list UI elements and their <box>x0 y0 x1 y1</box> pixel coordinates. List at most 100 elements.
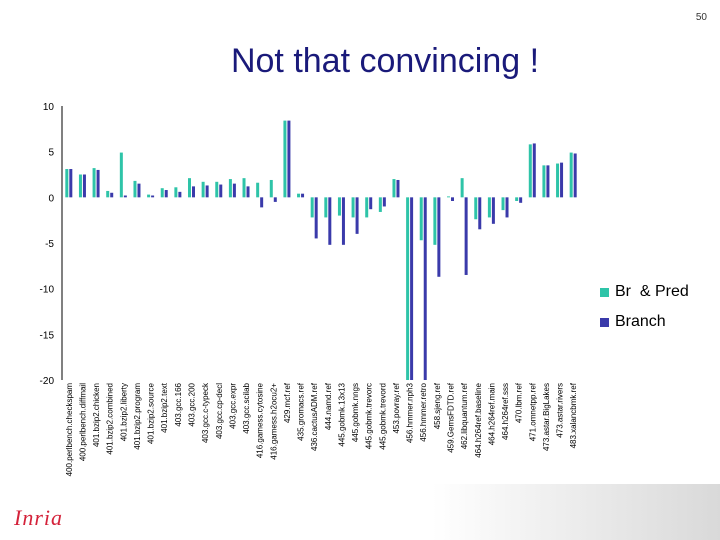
x-tick-label: 401.bzip2.liberty <box>119 383 128 441</box>
bar <box>82 174 86 198</box>
bar <box>528 144 532 198</box>
bar <box>406 197 410 380</box>
bar <box>219 184 223 198</box>
x-tick-label: 401.bzip2.program <box>133 383 142 450</box>
bar <box>569 152 573 198</box>
bar <box>382 197 386 207</box>
bar <box>110 192 114 198</box>
bar <box>133 180 137 198</box>
bar <box>433 197 437 245</box>
bar <box>273 197 277 202</box>
y-tick-label: 10 <box>43 102 55 113</box>
bar <box>556 163 560 198</box>
bar <box>328 197 332 245</box>
bar <box>137 183 141 198</box>
bar <box>215 181 219 198</box>
x-tick-label: 444.namd.ref <box>324 382 333 430</box>
bar <box>460 178 464 198</box>
bar <box>314 197 318 239</box>
x-tick-label: 403.gcc.cp-decl <box>215 383 224 439</box>
slide-title: Not that convincing ! <box>230 42 540 80</box>
bar <box>242 178 246 198</box>
x-tick-label: 400.perlbench.diffmail <box>78 383 87 461</box>
x-tick-label: 400.perlbench.checkspam <box>65 383 74 477</box>
x-tick-label: 436.cactusADM.ref <box>310 382 319 451</box>
bar <box>392 179 396 198</box>
x-tick-label: 456.hmmer.nph3 <box>406 382 415 443</box>
bar <box>78 174 82 198</box>
legend: Br & Pred Branch <box>600 277 689 337</box>
bar <box>160 188 164 198</box>
bar <box>324 197 328 218</box>
x-tick-label: 471.omnetpp.ref <box>528 382 537 441</box>
legend-label-branch: Branch <box>615 313 666 330</box>
bar <box>174 187 178 198</box>
legend-swatch-branch <box>600 317 609 327</box>
bar <box>96 169 100 198</box>
bar <box>246 186 250 198</box>
legend-label-br-pred: Br & Pred <box>615 283 689 300</box>
bar <box>287 120 291 198</box>
legend-swatch-br-pred <box>600 287 609 297</box>
x-tick-label: 401.bzip2.text <box>160 382 169 433</box>
bar <box>464 197 468 275</box>
y-tick-label: 0 <box>48 193 54 204</box>
bar <box>378 197 382 212</box>
x-tick-label: 470.lbm.ref <box>515 382 524 423</box>
bar <box>92 168 96 198</box>
footer-bar <box>0 484 720 540</box>
bar <box>151 195 155 198</box>
x-tick-label: 403.gcc.166 <box>174 382 183 426</box>
bar <box>396 179 400 198</box>
x-tick-label: 458.sjeng.ref <box>433 382 442 429</box>
bar <box>269 179 273 198</box>
bar <box>546 165 550 198</box>
bar <box>69 169 73 198</box>
y-tick-label: -5 <box>45 239 54 250</box>
x-tick-label: 456.hmmer.retro <box>419 382 428 441</box>
bar <box>283 120 287 198</box>
x-tick-label: 483.xalancbmk.ref <box>569 382 578 448</box>
bar <box>192 186 195 198</box>
bar <box>205 185 209 198</box>
bar <box>491 197 495 224</box>
bar <box>451 197 454 201</box>
bar <box>201 181 205 198</box>
x-tick-label: 464.h264ref.baseline <box>474 382 483 457</box>
bar <box>478 197 482 230</box>
bar <box>123 195 127 198</box>
bar <box>437 197 441 277</box>
x-tick-label: 453.povray.ref <box>392 382 401 433</box>
bar <box>573 153 577 198</box>
bar <box>519 197 523 203</box>
bar <box>297 193 301 198</box>
x-tick-label: 403.gcc.c-typeck <box>201 382 210 443</box>
bar <box>147 194 151 198</box>
x-tick-label: 416.gamess.h2ocu2+ <box>269 383 278 460</box>
bar <box>106 190 110 198</box>
bar <box>474 197 478 220</box>
x-tick-label: 473.astar.rivers <box>556 383 565 438</box>
bar <box>232 183 236 198</box>
bar <box>351 197 355 218</box>
bar <box>419 197 423 241</box>
bar <box>119 152 123 198</box>
y-tick-label: -15 <box>40 330 55 341</box>
y-tick-label: 5 <box>48 148 54 159</box>
bar <box>355 197 359 234</box>
bar <box>260 197 264 208</box>
bar <box>501 197 505 211</box>
x-tick-label: 445.gobmk.nngs <box>351 383 360 442</box>
y-tick-label: -20 <box>40 376 55 387</box>
bar <box>365 197 369 218</box>
legend-item-br-pred: Br & Pred <box>600 277 689 307</box>
bar <box>178 191 182 198</box>
x-tick-label: 445.gobmk.13x13 <box>337 382 346 446</box>
bar <box>188 178 191 198</box>
x-tick-label: 462.libquantum.ref <box>460 382 469 449</box>
x-tick-label: 401.bzip2.chicken <box>92 383 101 447</box>
legend-item-branch: Branch <box>600 307 689 337</box>
x-tick-label: 445.gobmk.trevord <box>378 383 387 450</box>
x-tick-label: 416.gamess.cytosine <box>256 382 265 458</box>
